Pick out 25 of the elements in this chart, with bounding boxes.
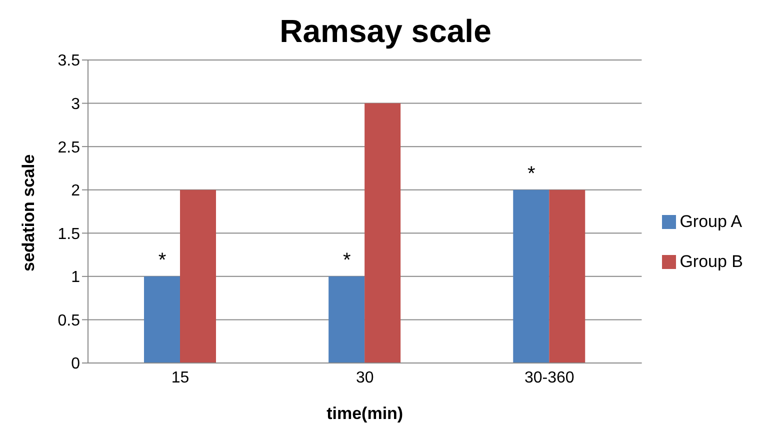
y-tick-label: 0.5 — [58, 312, 80, 330]
chart-title: Ramsay scale — [278, 12, 492, 51]
bar — [513, 190, 550, 363]
bar — [180, 190, 216, 363]
bar — [328, 276, 365, 363]
x-tick-label: 30 — [356, 369, 374, 386]
legend-label: Group A — [680, 212, 742, 230]
y-tick-label: 2.5 — [58, 139, 80, 156]
bar — [144, 276, 180, 363]
x-axis-title: time(min) — [326, 404, 404, 423]
x-tick-label: 15 — [171, 369, 190, 386]
y-tick-label: 2 — [71, 182, 80, 200]
annotation: * — [528, 162, 536, 185]
y-tick-label: 3.5 — [58, 52, 80, 70]
y-tick-label: 1.5 — [58, 226, 80, 243]
bar — [549, 190, 586, 363]
y-tick-label: 3 — [71, 96, 80, 113]
annotation: * — [158, 249, 166, 272]
y-tick-label: 1 — [71, 269, 80, 286]
legend-label: Group B — [680, 252, 743, 270]
y-axis-title: sedation scale — [19, 154, 38, 272]
x-tick-label: 30-360 — [524, 369, 574, 386]
y-tick-label: 0 — [71, 356, 80, 373]
annotation: * — [342, 249, 351, 272]
bar — [364, 103, 401, 363]
